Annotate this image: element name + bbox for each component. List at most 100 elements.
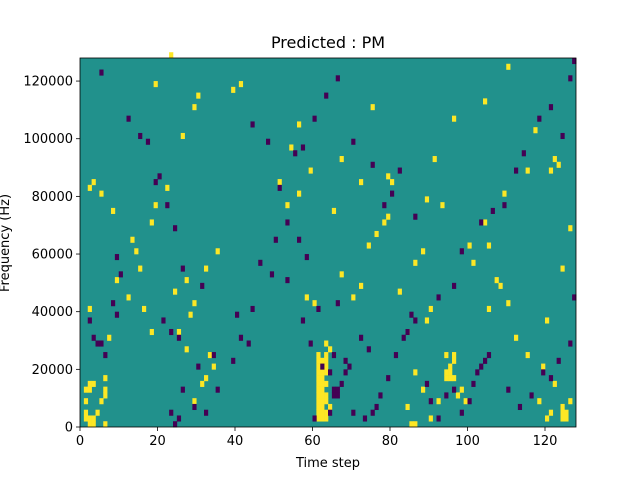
heatmap-cell-low: [293, 150, 298, 157]
heatmap-cell-high: [552, 156, 557, 163]
heatmap-cell-high: [91, 380, 96, 387]
heatmap-cell-high: [409, 421, 414, 428]
heatmap-cell-low: [366, 346, 371, 353]
heatmap-cell-low: [517, 403, 523, 411]
heatmap-cell-high: [320, 380, 325, 387]
heatmap-cell-low: [99, 69, 104, 76]
heatmap-cell-low: [300, 144, 306, 151]
heatmap-cell-high: [537, 398, 542, 405]
heatmap-cell-low: [335, 392, 340, 399]
heatmap-cell-high: [467, 242, 472, 249]
heatmap-cell-high: [103, 375, 108, 382]
heatmap-cell-low: [300, 317, 306, 324]
heatmap-cell-high: [444, 375, 449, 382]
y-tick-label: 120000: [23, 75, 73, 90]
heatmap-cell-low: [331, 386, 337, 393]
heatmap-cell-high: [541, 363, 546, 370]
x-tick-label: 40: [227, 434, 244, 449]
heatmap-cell-high: [320, 375, 325, 382]
heatmap-cell-low: [514, 167, 519, 174]
heatmap-cell-low: [370, 161, 375, 168]
heatmap-cell-high: [114, 277, 120, 284]
heatmap-cell-low: [331, 392, 337, 399]
heatmap-cell-high: [328, 403, 333, 411]
heatmap-cell-high: [211, 363, 216, 370]
heatmap-cell-high: [351, 294, 356, 301]
heatmap-cell-low: [173, 225, 178, 232]
heatmap-cell-high: [192, 300, 197, 307]
heatmap-cell-high: [324, 363, 329, 370]
heatmap-cell-high: [231, 86, 236, 93]
heatmap-cell-high: [339, 271, 344, 278]
heatmap-cell-high: [312, 300, 317, 307]
heatmap-cell-high: [99, 398, 104, 405]
heatmap-cell-low: [459, 248, 464, 255]
heatmap-cell-high: [564, 415, 569, 422]
heatmap-cell-high: [138, 265, 143, 272]
heatmap-cell-low: [362, 415, 368, 422]
y-axis-label: Frequency (Hz): [0, 194, 13, 292]
heatmap-cell-low: [343, 369, 348, 376]
heatmap-cell-low: [556, 357, 561, 364]
heatmap-cell-high: [397, 288, 402, 295]
heatmap-cell-low: [471, 380, 476, 387]
heatmap-cell-high: [560, 409, 565, 416]
heatmap-cell-low: [444, 392, 449, 399]
heatmap-cell-high: [316, 357, 321, 364]
heatmap-cell-low: [436, 294, 441, 301]
heatmap-cell-low: [339, 380, 344, 387]
heatmap-cell-high: [87, 305, 92, 312]
heatmap-cell-low: [413, 213, 418, 220]
heatmap-cell-high: [316, 398, 321, 405]
heatmap-cell-low: [572, 294, 577, 301]
heatmap-cell-low: [91, 334, 96, 341]
heatmap-cell-low: [285, 277, 290, 284]
heatmap-cell-high: [320, 386, 325, 393]
heatmap-cell-high: [196, 92, 201, 99]
heatmap-cell-high: [552, 380, 557, 387]
heatmap-cell-high: [297, 121, 302, 128]
heatmap-cell-high: [568, 225, 573, 232]
heatmap-cell-low: [351, 138, 356, 145]
heatmap-cell-low: [548, 375, 554, 382]
heatmap-cell-low: [118, 271, 123, 278]
heatmap-cell-high: [533, 127, 538, 134]
heatmap-cell-high: [320, 357, 325, 364]
heatmap-cell-low: [452, 386, 457, 393]
heatmap-cell-high: [103, 386, 108, 393]
heatmap-cell-high: [324, 398, 329, 405]
heatmap-cell-high: [192, 398, 197, 405]
heatmap-cell-high: [103, 421, 108, 428]
heatmap-cell-high: [452, 352, 457, 359]
heatmap-cell-high: [316, 380, 321, 387]
heatmap-cell-high: [428, 305, 433, 312]
heatmap-cell-low: [312, 115, 317, 122]
y-tick-label: 60000: [32, 248, 73, 263]
heatmap-cell-high: [320, 403, 325, 411]
heatmap-cell-high: [289, 144, 294, 151]
heatmap-cell-low: [479, 219, 484, 226]
heatmap-cell-high: [316, 392, 321, 399]
heatmap-cell-high: [359, 179, 364, 186]
heatmap-cell-high: [149, 219, 154, 226]
heatmap-cell-high: [316, 403, 321, 411]
heatmap-cell-low: [335, 75, 340, 82]
heatmap-cell-high: [316, 386, 321, 393]
heatmap-cell-high: [126, 294, 131, 301]
heatmap-cell-low: [312, 415, 317, 422]
heatmap-cell-high: [370, 104, 375, 111]
heatmap-cell-low: [316, 305, 321, 312]
heatmap-cell-low: [328, 409, 333, 416]
heatmap-cell-high: [207, 352, 213, 359]
heatmap-cell-high: [405, 403, 410, 411]
heatmap-cell-high: [134, 248, 139, 255]
heatmap-cells: [83, 52, 577, 428]
chart-title: Predicted : PM: [271, 33, 385, 52]
heatmap-cell-high: [87, 184, 92, 191]
heatmap-cell-low: [277, 184, 282, 191]
heatmap-cell-high: [432, 156, 437, 163]
heatmap-cell-high: [331, 207, 337, 214]
y-tick-label: 0: [65, 421, 73, 436]
heatmap-cell-high: [560, 415, 565, 422]
